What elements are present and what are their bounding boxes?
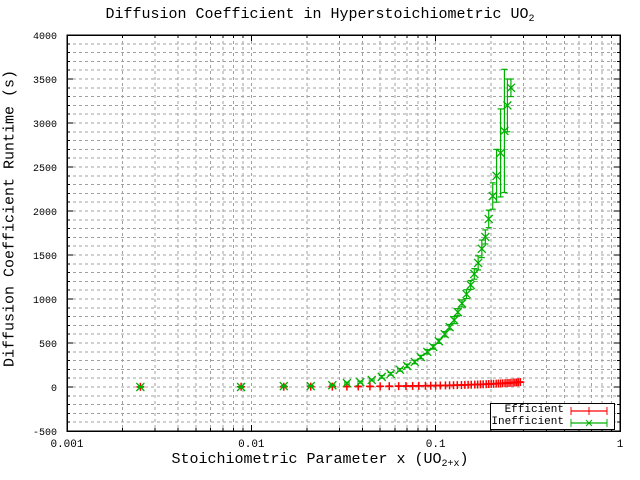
chart-title-text: Diffusion Coefficient in Hyperstoichiome… (105, 6, 529, 23)
svg-text:4000: 4000 (33, 32, 57, 43)
svg-text:0.001: 0.001 (50, 439, 83, 451)
svg-text:1000: 1000 (33, 296, 57, 307)
legend-item-efficient: Efficient (491, 404, 614, 417)
svg-text:2500: 2500 (33, 164, 57, 175)
legend-label-inefficient: Inefficient (491, 416, 564, 428)
axes (66, 34, 621, 432)
x-axis-label-suffix: ) (459, 451, 469, 468)
svg-text:0.01: 0.01 (238, 439, 265, 451)
legend: Efficient Inefficient (490, 403, 615, 430)
series-inefficient (135, 68, 516, 392)
svg-text:500: 500 (39, 340, 57, 351)
series-efficient (136, 378, 525, 391)
legend-swatch-efficient (570, 407, 608, 415)
chart-title-subscript: 2 (528, 14, 535, 25)
legend-item-inefficient: Inefficient (491, 416, 614, 429)
x-axis-label-subscript: 2+x (441, 459, 460, 470)
x-axis-label: Stoichiometric Parameter x (UO2+x) (0, 451, 640, 470)
chart-title: Diffusion Coefficient in Hyperstoichiome… (0, 6, 640, 25)
y-axis-label: Diffusion Coefficient Runtime (s) (1, 69, 19, 368)
svg-text:1: 1 (617, 439, 624, 451)
legend-label-efficient: Efficient (504, 404, 564, 416)
svg-text:2000: 2000 (33, 208, 57, 219)
svg-text:-500: -500 (33, 428, 57, 439)
x-axis-label-text: Stoichiometric Parameter x (UO (171, 451, 442, 468)
legend-swatch-inefficient (570, 419, 608, 427)
svg-text:3500: 3500 (33, 76, 57, 87)
grid (67, 35, 620, 431)
svg-text:0: 0 (51, 384, 57, 395)
svg-text:1500: 1500 (33, 252, 57, 263)
svg-text:0.1: 0.1 (426, 439, 446, 451)
tick-labels: -500 0 500 1000 1500 2000 2500 3000 3500 4000 0.00… (33, 32, 624, 451)
svg-text:3000: 3000 (33, 120, 57, 131)
